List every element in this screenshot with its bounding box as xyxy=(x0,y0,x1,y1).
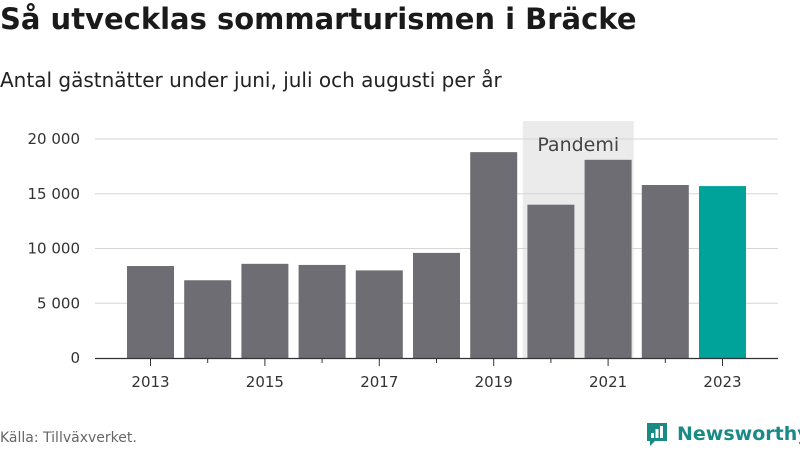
x-tick-label: 2019 xyxy=(475,373,513,391)
bar-2017 xyxy=(355,270,403,358)
bar-2018 xyxy=(413,252,460,358)
y-tick-label: 10 000 xyxy=(28,240,81,258)
x-tick-label: 2013 xyxy=(131,373,169,391)
newsworthy-logo: Newsworthy xyxy=(645,420,800,448)
bar-2016 xyxy=(298,264,346,358)
bar-2013 xyxy=(127,266,174,358)
newsworthy-logo-text: Newsworthy xyxy=(677,423,800,445)
chart-subtitle: Antal gästnätter under juni, juli och au… xyxy=(0,68,502,92)
bar-2020 xyxy=(527,204,575,358)
bar-2023 xyxy=(699,186,746,358)
y-tick-label: 15 000 xyxy=(28,185,81,203)
bar-2015 xyxy=(241,263,289,358)
bar-chart: 2013 2015 2017 2019 2021 2023 0 5 000 10 000 15 0… xyxy=(28,121,778,391)
y-tick-label: 5 000 xyxy=(37,294,80,312)
bar-2019 xyxy=(470,152,518,358)
y-tick-label: 0 xyxy=(70,349,80,367)
x-tick-label: 2017 xyxy=(360,373,398,391)
newsworthy-logo-icon xyxy=(647,423,667,446)
source-note: Källa: Tillväxverket. xyxy=(0,430,137,446)
x-tick-label: 2021 xyxy=(589,373,627,391)
bar-2014 xyxy=(184,280,232,358)
bar-2021 xyxy=(584,159,632,358)
x-tick-label: 2023 xyxy=(703,373,741,391)
x-tick-label: 2015 xyxy=(246,373,284,391)
chart-title: Så utvecklas sommarturismen i Bräcke xyxy=(0,2,637,36)
bar-2022 xyxy=(641,184,689,358)
y-tick-label: 20 000 xyxy=(28,130,81,148)
pandemic-label: Pandemi xyxy=(537,134,619,156)
